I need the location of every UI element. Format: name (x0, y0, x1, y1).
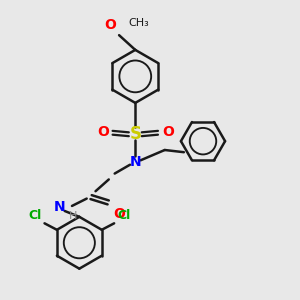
Text: O: O (113, 207, 125, 221)
Text: H: H (68, 211, 77, 221)
Text: CH₃: CH₃ (128, 18, 149, 28)
Text: O: O (162, 125, 174, 139)
Text: S: S (129, 125, 141, 143)
Text: O: O (104, 18, 116, 32)
Text: Cl: Cl (117, 208, 130, 221)
Text: N: N (54, 200, 65, 214)
Text: Cl: Cl (28, 208, 42, 221)
Text: N: N (130, 155, 141, 169)
Text: O: O (97, 125, 109, 139)
